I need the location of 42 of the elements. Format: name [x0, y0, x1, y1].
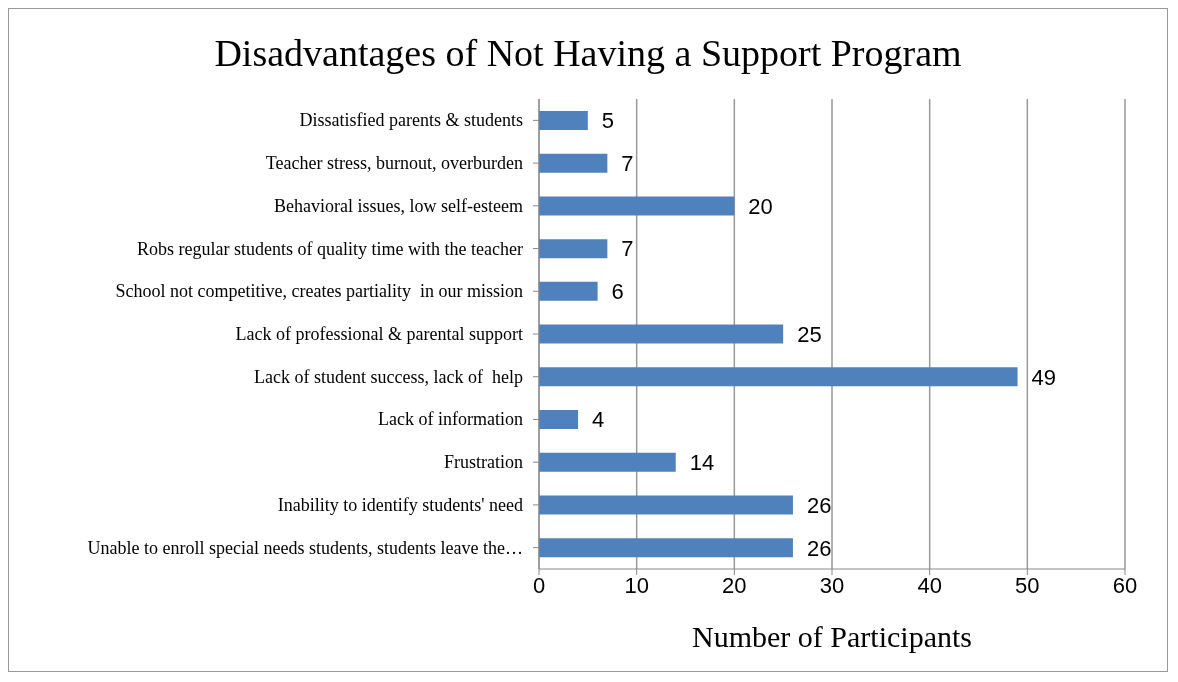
bar: [539, 239, 608, 259]
x-tick-label: 30: [819, 572, 845, 598]
data-label: 7: [621, 151, 634, 176]
x-tick-label: 50: [1015, 572, 1040, 598]
x-tick-label: 20: [722, 572, 747, 598]
y-tick-label: Lack of professional & parental support: [235, 324, 523, 344]
bar: [539, 324, 784, 344]
bar: [539, 495, 793, 515]
bar: [539, 281, 598, 301]
y-tick-label: Teacher stress, burnout, overburden: [265, 153, 523, 174]
x-tick-label: 0: [532, 572, 546, 598]
y-tick-label: Inability to identify students' need: [277, 494, 523, 515]
x-tick-label: 10: [624, 572, 649, 598]
y-tick-label: Behavioral issues, low self-esteem: [274, 195, 523, 216]
x-tick-label: 40: [917, 572, 942, 598]
y-tick-label: Unable to enroll special needs students, students leave the…: [87, 537, 523, 558]
bar: [539, 153, 608, 173]
data-label: 5: [601, 108, 615, 134]
y-tick-label: Lack of student success, lack of help: [254, 366, 523, 387]
y-tick-label: Robs regular students of quality time with the teacher: [137, 238, 523, 259]
data-label: 6: [611, 279, 624, 305]
bar: [539, 110, 588, 130]
data-label: 20: [748, 193, 773, 219]
data-label: 26: [806, 535, 832, 561]
y-tick-label: Lack of information: [378, 409, 523, 430]
bar: [539, 367, 1018, 387]
bar: [539, 538, 793, 558]
data-label: 4: [592, 407, 605, 433]
y-tick-label: Frustration: [444, 452, 523, 473]
x-tick-label: 60: [1112, 572, 1138, 598]
bar: [539, 410, 579, 430]
data-label: 49: [1031, 364, 1057, 390]
data-label: 7: [621, 236, 634, 262]
y-tick-label: School not competitive, creates partiality in our mission: [115, 281, 523, 302]
y-tick-label: Dissatisfied parents & students: [299, 110, 523, 131]
data-label: 14: [689, 450, 715, 476]
data-label: 26: [806, 492, 832, 518]
bar: [539, 196, 735, 216]
data-label: 25: [797, 321, 822, 347]
bar: [539, 452, 676, 472]
chart-title: Disadvantages of Not Having a Support Program: [213, 31, 963, 76]
x-axis-title: Number of Participants: [692, 620, 972, 653]
